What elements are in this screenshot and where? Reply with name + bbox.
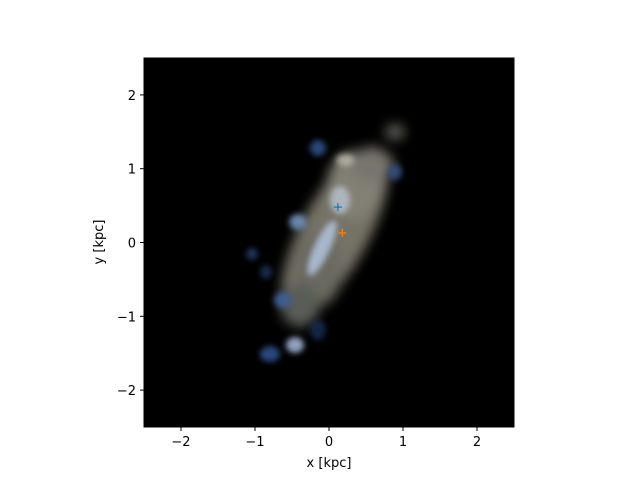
x-axis-label: x [kpc] (307, 456, 352, 471)
plus-marker (338, 228, 347, 237)
plus-marker (333, 203, 342, 212)
x-tick-label: −2 (171, 435, 190, 450)
y-axis-label: y [kpc] (92, 220, 107, 265)
x-tick-label: 0 (325, 435, 333, 450)
y-tick-label: 2 (128, 89, 136, 104)
x-axis: −2 −1 0 1 2 (171, 427, 481, 450)
x-tick-label: −1 (245, 435, 264, 450)
y-tick-label: 0 (128, 237, 136, 252)
x-tick-label: 2 (473, 435, 481, 450)
y-axis: −2 −1 0 1 2 (117, 89, 144, 399)
y-tick-label: −2 (117, 384, 136, 399)
x-tick-label: 1 (399, 435, 407, 450)
y-tick-label: 1 (128, 163, 136, 178)
marker-layer (333, 203, 347, 237)
galaxy-image (246, 124, 405, 362)
y-tick-label: −1 (117, 310, 136, 325)
